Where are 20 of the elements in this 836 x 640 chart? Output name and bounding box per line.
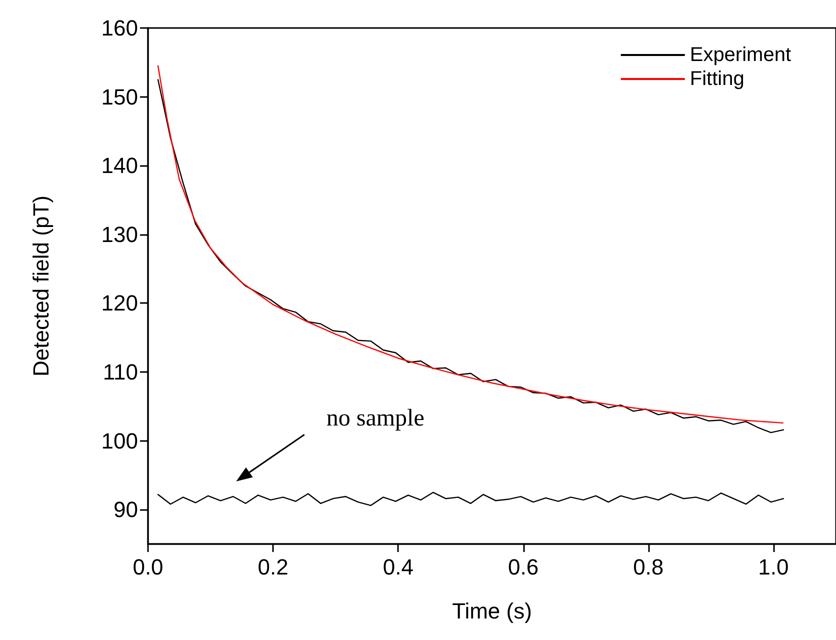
y-tick-label: 90 [114, 497, 138, 522]
y-tick-label: 110 [102, 360, 138, 384]
x-tick-label: 0.0 [132, 554, 164, 580]
x-tick-label: 0.6 [508, 554, 539, 580]
annotation: no sample [326, 406, 424, 432]
legend-label: Fitting [690, 68, 744, 90]
x-tick-label: 0.8 [633, 554, 664, 580]
line-series [157, 492, 784, 506]
y-tick-label: 150 [101, 84, 138, 110]
x-axis-title: Time (s) [452, 598, 532, 624]
y-tick-label: 160 [101, 16, 138, 40]
x-tick-label: 0.2 [258, 554, 288, 580]
y-tick-label: 100 [101, 428, 138, 454]
y-tick-label: 120 [101, 290, 138, 316]
y-tick-label: 140 [101, 153, 138, 178]
y-tick-label: 130 [101, 222, 138, 247]
x-tick-label: 0.4 [382, 554, 414, 580]
x-tick-label: 1.0 [758, 554, 789, 580]
legend-label: Experiment [690, 44, 792, 66]
y-axis-title: Detected field (pT) [28, 196, 54, 376]
